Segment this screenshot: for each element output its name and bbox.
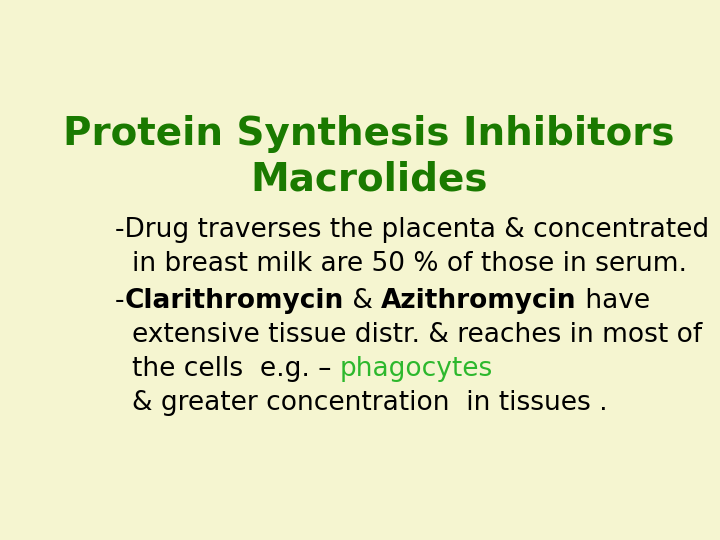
- Text: extensive tissue distr. & reaches in most of: extensive tissue distr. & reaches in mos…: [132, 322, 702, 348]
- Text: & greater concentration  in tissues .: & greater concentration in tissues .: [132, 390, 608, 416]
- Text: -Drug traverses the placenta & concentrated: -Drug traverses the placenta & concentra…: [115, 217, 709, 242]
- Text: Protein Synthesis Inhibitors
Macrolides: Protein Synthesis Inhibitors Macrolides: [63, 114, 675, 198]
- Text: the cells  e.g. –: the cells e.g. –: [132, 356, 340, 382]
- Text: -: -: [115, 288, 125, 314]
- Text: Clarithromycin: Clarithromycin: [125, 288, 344, 314]
- Text: phagocytes: phagocytes: [340, 356, 493, 382]
- Text: in breast milk are 50 % of those in serum.: in breast milk are 50 % of those in seru…: [132, 251, 687, 276]
- Text: &: &: [344, 288, 381, 314]
- Text: Azithromycin: Azithromycin: [381, 288, 577, 314]
- Text: have: have: [577, 288, 649, 314]
